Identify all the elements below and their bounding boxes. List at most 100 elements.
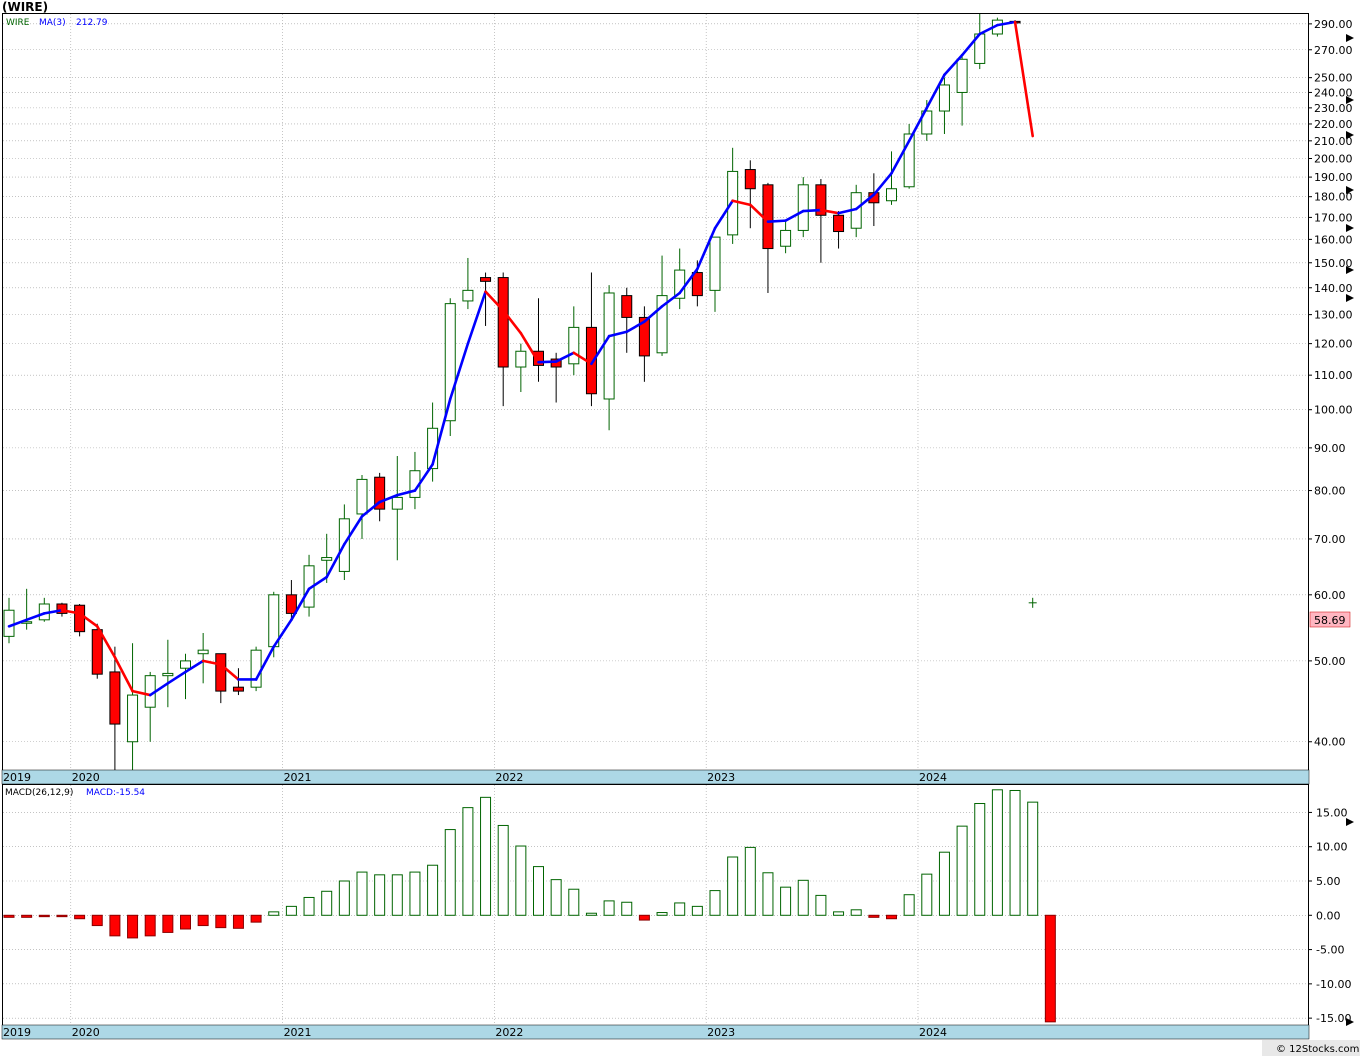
axis-arrow-markers <box>1346 34 1354 1026</box>
price-tick-label: 150.00 <box>1314 257 1353 270</box>
price-tick-label: 170.00 <box>1314 211 1353 224</box>
price-tick-label: 70.00 <box>1314 533 1346 546</box>
candle-body <box>215 653 227 692</box>
candle <box>903 123 915 189</box>
macd-bar <box>1044 914 1056 1023</box>
ma3-segment <box>325 542 346 579</box>
candle-body <box>250 649 262 688</box>
ma3-segment <box>166 670 187 685</box>
ma3-segment <box>395 489 417 497</box>
candle <box>833 211 845 249</box>
macd-tick-label: -10.00 <box>1316 978 1351 991</box>
macd-bar <box>568 888 580 916</box>
macd-value-label: MACD:-15.54 <box>86 788 145 798</box>
macd-tick-label: 5.00 <box>1316 875 1341 888</box>
macd-bar <box>144 914 156 937</box>
ma3-segment <box>95 625 117 659</box>
candle-body <box>391 496 403 510</box>
candle-body <box>91 629 103 675</box>
macd-bar <box>162 914 174 933</box>
macd-bar <box>109 914 121 937</box>
macd-tick-label: -5.00 <box>1316 944 1344 957</box>
candle <box>127 643 139 770</box>
macd-bar <box>815 894 827 916</box>
ma3-segment <box>448 342 470 401</box>
arrow-marker-icon <box>1346 294 1354 302</box>
price-tick-label: 290.00 <box>1314 18 1353 31</box>
candle-body <box>321 557 333 561</box>
macd-bar <box>656 912 668 916</box>
ma3-segment <box>501 309 523 335</box>
candle <box>91 623 103 679</box>
chart-title: (WIRE) <box>2 0 48 14</box>
price-tick-label: 190.00 <box>1314 171 1353 184</box>
macd-bar <box>3 914 15 918</box>
ma3-segment <box>219 663 240 681</box>
candle-body <box>74 604 86 633</box>
candle-body <box>886 188 897 202</box>
macd-bar <box>409 871 421 916</box>
macd-x-label: 2024 <box>919 1026 947 1039</box>
price-tick-label: 130.00 <box>1314 309 1353 322</box>
price-tick-label: 240.00 <box>1314 86 1353 99</box>
candle <box>197 632 209 684</box>
candle-body <box>780 229 792 247</box>
macd-x-label: 2022 <box>495 1026 523 1039</box>
legend-ma-label: MA(3) <box>39 18 66 28</box>
candle-body <box>268 594 280 648</box>
macd-bar <box>268 911 280 916</box>
price-tick-label: 210.00 <box>1314 135 1353 148</box>
ma3-segment <box>378 493 399 504</box>
ma3-segment <box>113 655 134 693</box>
candle <box>480 272 492 326</box>
legend-ma-value: 212.79 <box>76 18 108 28</box>
candle <box>886 151 897 205</box>
candle-body <box>162 672 174 677</box>
candle-body <box>938 84 950 112</box>
macd-bar <box>903 894 915 916</box>
price-tick-label: 230.00 <box>1314 102 1353 115</box>
arrow-marker-icon <box>1346 818 1354 826</box>
macd-bar <box>674 902 686 916</box>
macd-bar <box>38 914 50 918</box>
candle <box>533 298 544 382</box>
candle <box>215 653 227 704</box>
candle-body <box>285 594 297 614</box>
macd-bar <box>127 914 139 939</box>
price-tick-label: 270.00 <box>1314 44 1353 57</box>
price-tick-label: 80.00 <box>1314 485 1346 498</box>
candle <box>391 456 403 561</box>
arrow-marker-icon <box>1346 34 1354 42</box>
candle-body <box>903 133 915 188</box>
macd-tick-label: -15.00 <box>1316 1012 1351 1025</box>
candle <box>356 475 368 539</box>
price-tick-label: 180.00 <box>1314 191 1353 204</box>
macd-bar <box>391 874 403 916</box>
price-tick-label: 160.00 <box>1314 233 1353 246</box>
ma3-segment <box>837 207 858 215</box>
ma3-segment <box>7 618 28 628</box>
ma3-segment <box>272 618 293 648</box>
candle <box>180 653 191 700</box>
last-price-badge-bg <box>1309 611 1351 628</box>
ma3-segment <box>643 305 664 323</box>
candle-body <box>3 609 15 637</box>
macd-label: MACD(26,12,9) <box>5 788 73 798</box>
legend-symbol: WIRE <box>6 18 30 28</box>
candle-body <box>744 169 756 190</box>
price-tick-label: 60.00 <box>1314 589 1346 602</box>
macd-bar <box>991 789 1003 916</box>
candle-body <box>444 303 456 422</box>
ma3-segment <box>537 360 558 364</box>
macd-bar <box>356 871 368 916</box>
macd-bar <box>727 856 739 916</box>
ma3-segment <box>42 608 64 615</box>
macd-bar <box>938 851 950 916</box>
price-x-label: 2021 <box>284 771 312 784</box>
macd-y-ticks: -15.00 -10.00 -5.00 0.00 5.00 10.00 15.00 <box>1308 806 1351 1025</box>
macd-bar <box>515 845 527 916</box>
candle-body <box>797 184 809 231</box>
ma3-segment <box>254 645 276 681</box>
